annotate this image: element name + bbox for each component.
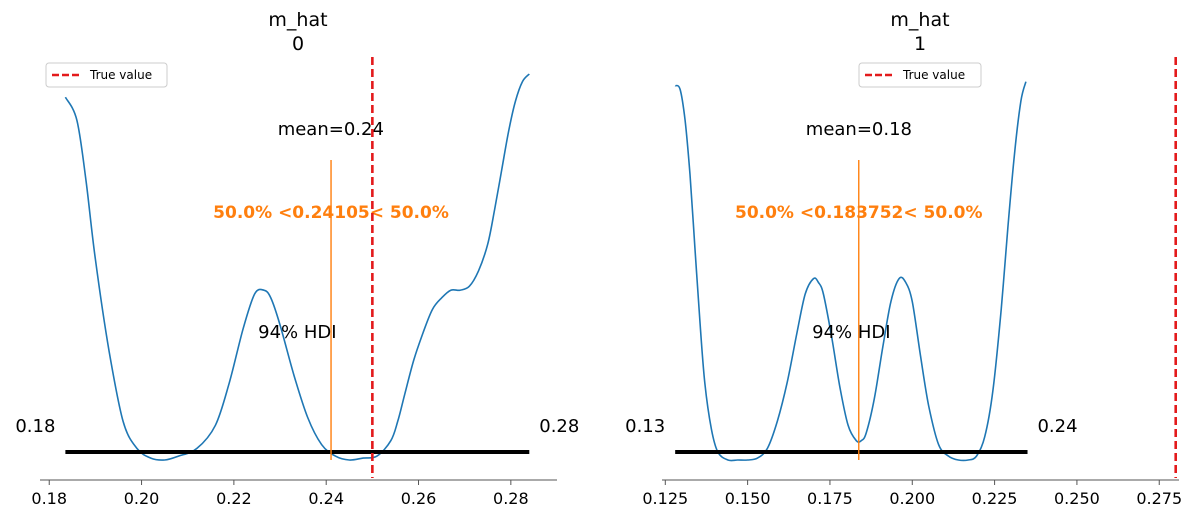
legend-box bbox=[858, 62, 982, 88]
x-axis: 0.18 0.20 0.22 0.24 0.26 0.28 bbox=[31, 479, 557, 508]
x-tick-label: 0.26 bbox=[401, 489, 437, 508]
legend: True value bbox=[45, 62, 168, 88]
x-tick-label: 0.24 bbox=[308, 489, 344, 508]
x-tick-label: 0.28 bbox=[493, 489, 529, 508]
hdi-upper-label: 0.24 bbox=[1037, 416, 1077, 437]
x-tick-label: 0.20 bbox=[124, 489, 160, 508]
legend: True value bbox=[858, 62, 982, 88]
reference-value-label: 50.0% <0.24105< 50.0% bbox=[213, 203, 449, 223]
hdi-label: 94% HDI bbox=[812, 322, 890, 343]
x-tick-label: 0.250 bbox=[1054, 489, 1100, 508]
subplot-title-line-1: m_hat bbox=[890, 9, 949, 31]
subplot-title-line-1: m_hat bbox=[268, 9, 327, 31]
x-tick-label: 0.225 bbox=[972, 489, 1018, 508]
legend-label: True value bbox=[89, 68, 152, 82]
hdi-label: 94% HDI bbox=[258, 322, 336, 343]
posterior-density-curve bbox=[64, 73, 530, 461]
x-tick-label: 0.275 bbox=[1136, 489, 1182, 508]
mean-label: mean=0.24 bbox=[278, 119, 384, 140]
hdi-lower-label: 0.13 bbox=[625, 416, 665, 437]
posterior-density-curve bbox=[674, 81, 1027, 462]
legend-label: True value bbox=[902, 68, 965, 82]
legend-box bbox=[45, 62, 168, 88]
x-tick-label: 0.200 bbox=[889, 489, 935, 508]
x-tick-label: 0.18 bbox=[31, 489, 67, 508]
x-tick-label: 0.22 bbox=[216, 489, 252, 508]
reference-value-label: 50.0% <0.183752< 50.0% bbox=[735, 203, 983, 223]
x-tick-label: 0.125 bbox=[642, 489, 688, 508]
x-tick-label: 0.150 bbox=[725, 489, 771, 508]
hdi-lower-label: 0.18 bbox=[15, 416, 55, 437]
x-axis: 0.125 0.150 0.175 0.200 0.225 0.250 0.275 bbox=[642, 479, 1182, 508]
subplot-title-line-2: 1 bbox=[914, 33, 926, 55]
x-tick-label: 0.175 bbox=[807, 489, 853, 508]
subplot-m-hat-0: m_hat 0 0.18 0.20 0.22 0.24 0.26 0.28 0.18 0.… bbox=[15, 9, 579, 508]
hdi-upper-label: 0.28 bbox=[539, 416, 579, 437]
subplot-title-line-2: 0 bbox=[292, 33, 304, 55]
subplot-m-hat-1: m_hat 1 0.125 0.150 0.175 0.200 0.225 0.250 0.… bbox=[625, 9, 1182, 508]
mean-label: mean=0.18 bbox=[806, 119, 912, 140]
